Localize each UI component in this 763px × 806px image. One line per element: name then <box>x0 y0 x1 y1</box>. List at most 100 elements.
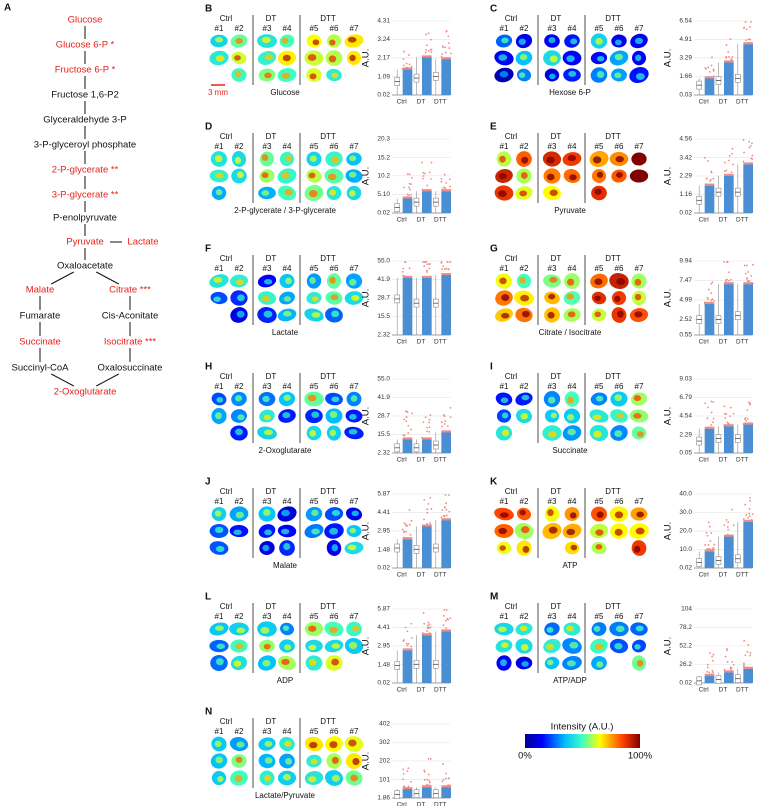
point-cloud <box>704 303 715 335</box>
tissue-spot <box>234 70 242 78</box>
outlier-dot <box>410 519 413 522</box>
outlier-dot <box>749 144 752 147</box>
tissue-spot <box>329 741 338 749</box>
outlier-dot <box>424 51 427 54</box>
tissue-spot <box>215 189 223 196</box>
tissue-spot <box>236 310 245 318</box>
tissue-spot <box>349 54 356 62</box>
tissue-spot <box>308 776 317 783</box>
panel-letter: H <box>205 362 212 373</box>
y-tick-label: 2.95 <box>377 643 390 650</box>
outlier-dot <box>428 418 431 421</box>
x-tick-label: DT <box>719 339 728 346</box>
outlier-dot <box>429 178 432 180</box>
tissue-spot <box>331 396 340 403</box>
group-label: DT <box>551 602 562 611</box>
outlier-dot <box>712 401 715 403</box>
group-label: DTT <box>320 254 336 263</box>
tissue-spot <box>329 189 336 196</box>
outlier-dot <box>429 496 432 499</box>
tissue-spot <box>549 73 556 80</box>
outlier-dot <box>442 265 445 268</box>
tissue-spot <box>281 528 290 535</box>
tissue-spot <box>635 625 644 632</box>
outlier-dot <box>444 777 447 780</box>
y-tick-label: 28.7 <box>377 295 390 302</box>
sample-label: #6 <box>330 727 339 736</box>
outlier-dot <box>723 668 726 671</box>
outlier-dot <box>410 645 413 648</box>
outlier-dot <box>749 403 751 406</box>
tissue-spot <box>311 528 320 535</box>
point-cloud-top <box>402 67 413 70</box>
outlier-dot <box>406 173 409 176</box>
tissue-spot <box>614 642 623 650</box>
tissue-spot <box>281 509 290 517</box>
outlier-dot <box>711 56 713 59</box>
sample-label: #1 <box>215 727 224 736</box>
group-label: DTT <box>605 372 621 381</box>
outlier-dot <box>723 412 726 415</box>
outlier-dot <box>446 425 449 427</box>
tissue-spot <box>634 155 642 162</box>
tissue-spot <box>614 430 623 438</box>
sample-label: #6 <box>330 612 339 621</box>
outlier-dot <box>725 519 728 521</box>
tissue-spot <box>637 431 644 438</box>
tissue-spot <box>235 756 243 763</box>
outlier-dot <box>441 268 444 270</box>
outlier-dot <box>422 177 424 180</box>
x-tick-label: DTT <box>434 99 447 106</box>
outlier-dot <box>401 528 404 531</box>
panel-letter: A <box>4 3 11 14</box>
tissue-spot <box>596 661 604 668</box>
pathway-arrow <box>96 373 119 387</box>
tissue-spot <box>597 55 605 62</box>
y-tick-label: 402 <box>379 721 390 728</box>
y-tick-label: 5.10 <box>377 191 390 198</box>
panel: N Ctrl DT DTT #1 #2 #3 #4 #5 #6 #7 Lactate/Pyruvate… <box>205 707 452 806</box>
tissue-spot <box>235 38 244 44</box>
sample-label: #4 <box>283 382 292 391</box>
outlier-dot <box>449 617 452 620</box>
outlier-dot <box>744 21 747 23</box>
tissue-spot <box>633 395 642 402</box>
outlier-dot <box>732 163 734 166</box>
outlier-dot <box>407 54 410 56</box>
tissue-spot <box>237 414 245 421</box>
outlier-dot <box>444 619 447 622</box>
tissue-spot <box>592 156 602 164</box>
tissue-spot <box>615 625 625 633</box>
group-label: DTT <box>320 14 336 23</box>
y-tick-label: 4.99 <box>679 297 692 304</box>
tissue-spot <box>285 758 293 765</box>
tissue-spot <box>261 154 269 161</box>
outlier-dot <box>708 70 711 73</box>
panel-letter: E <box>490 122 497 133</box>
outlier-dot <box>730 171 733 174</box>
tissue-spot <box>521 156 529 164</box>
point-cloud <box>441 520 451 568</box>
pathway-node: Glucose <box>68 15 103 26</box>
group-label: DT <box>266 372 277 381</box>
tissue-spot <box>614 511 624 519</box>
outlier-dot <box>423 778 426 781</box>
pathway-node: Pyruvate <box>66 237 104 248</box>
x-tick-label: Ctrl <box>699 687 710 694</box>
group-label: DTT <box>320 602 336 611</box>
point-cloud <box>704 551 715 568</box>
group-label: DTT <box>320 487 336 496</box>
outlier-dot <box>726 648 728 650</box>
x-tick-label: DTT <box>434 217 447 224</box>
group-label: DT <box>551 372 562 381</box>
tissue-spot <box>308 658 317 666</box>
pathway-node: 3-P-glycerate ** <box>52 190 119 201</box>
outlier-dot <box>750 21 752 23</box>
sample-label: #3 <box>263 142 272 151</box>
tissue-spot <box>311 509 319 517</box>
outlier-dot <box>727 521 730 523</box>
x-tick-label: DTT <box>736 572 749 579</box>
outlier-dot <box>744 417 747 419</box>
point-cloud <box>724 426 734 453</box>
tissue-spot <box>331 774 340 782</box>
